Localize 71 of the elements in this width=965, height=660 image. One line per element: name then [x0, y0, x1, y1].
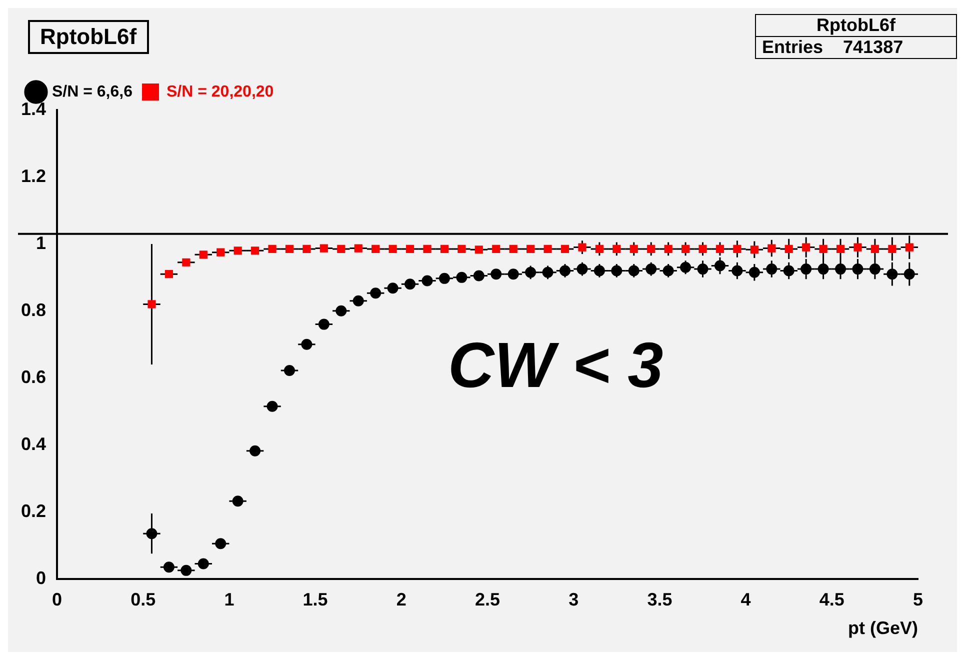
x-tick-label: 4.5 [819, 590, 844, 610]
point [388, 244, 397, 253]
point [526, 244, 535, 253]
text: RptobL6f [756, 15, 956, 37]
point [336, 305, 347, 316]
text: Entries 741387 [761, 37, 904, 58]
point [250, 445, 261, 456]
point [337, 244, 346, 253]
x-tick-label: 3 [568, 590, 579, 610]
point [285, 244, 294, 253]
point [438, 272, 450, 284]
point [284, 365, 295, 376]
point [422, 275, 433, 286]
point [354, 244, 362, 252]
y-tick-label: 0.4 [20, 434, 46, 454]
point [544, 244, 552, 253]
point [492, 244, 500, 253]
y-tick-label: 0.2 [20, 500, 46, 521]
x-tick-label: 1.5 [302, 590, 328, 610]
point [268, 244, 276, 253]
point [163, 562, 174, 573]
point [232, 496, 244, 507]
legend-label: S/N = 6,6,6 [52, 83, 133, 100]
x-axis-title: pt (GeV) [848, 618, 918, 638]
point [266, 400, 278, 412]
point [406, 244, 414, 253]
x-tick-label: 5 [912, 590, 924, 610]
point [474, 246, 483, 254]
y-tick-label: 1 [36, 232, 46, 253]
point [509, 244, 518, 253]
y-tick-label: 1.4 [20, 98, 46, 119]
point [352, 295, 364, 306]
point [301, 338, 312, 350]
point [560, 244, 570, 253]
annotation: CW < 3 [448, 328, 664, 402]
x-tick-label: 2.5 [474, 590, 500, 610]
x-tick-label: 0.5 [130, 590, 156, 610]
point [234, 246, 242, 255]
x-tick-label: 2 [396, 590, 406, 610]
point [180, 564, 192, 576]
point [318, 318, 330, 330]
point [164, 270, 173, 278]
y-tick-label: 1.2 [20, 166, 46, 186]
point [473, 270, 484, 282]
point [387, 282, 398, 294]
point [440, 244, 448, 253]
y-tick-label: 0 [36, 568, 46, 588]
point [458, 244, 466, 253]
point [320, 244, 328, 252]
point [215, 538, 226, 550]
point [199, 250, 208, 259]
point [216, 248, 225, 256]
point [404, 278, 416, 290]
x-tick-label: 1 [224, 590, 234, 610]
point [182, 258, 190, 266]
legend-label: S/N = 20,20,20 [166, 83, 274, 100]
point [370, 288, 382, 299]
point [508, 268, 519, 280]
point [198, 558, 209, 570]
x-tick-label: 3.5 [647, 590, 672, 610]
point [456, 272, 468, 283]
y-tick-label: 0.6 [20, 366, 46, 387]
x-tick-label: 4 [740, 590, 751, 610]
point [302, 244, 311, 253]
y-tick-label: 0.8 [20, 300, 46, 320]
point [490, 268, 502, 280]
chart-title: RptobL6f [28, 20, 149, 54]
x-tick-label: 0 [52, 590, 62, 610]
point [251, 246, 260, 255]
point [372, 244, 380, 253]
point [423, 244, 432, 253]
